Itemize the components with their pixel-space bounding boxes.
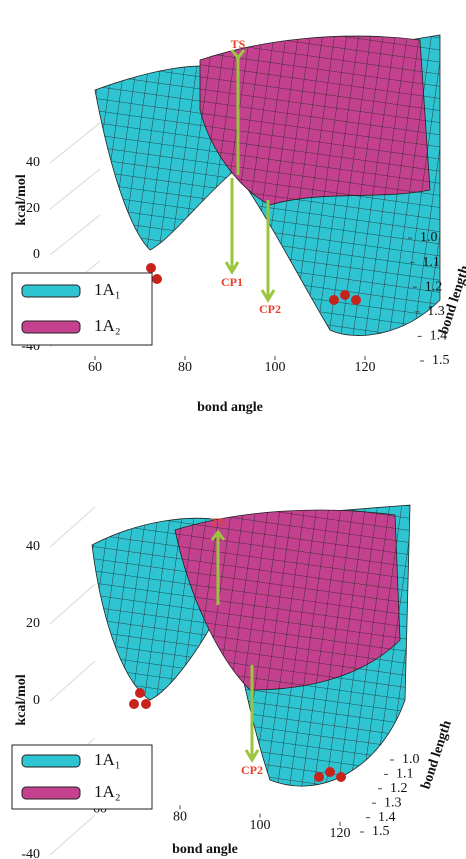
y-tick-label: 1.4 xyxy=(378,810,396,825)
legend-swatch xyxy=(21,320,81,334)
surface-mesh xyxy=(95,66,235,250)
legend-swatch xyxy=(21,754,81,768)
legend-label: 1A₂ xyxy=(94,316,121,335)
annotation: CP2 xyxy=(241,763,263,777)
x-tick-label: 80 xyxy=(173,810,187,825)
z-tick-label: 0 xyxy=(33,247,40,262)
legend-swatch xyxy=(21,786,81,800)
x-axis-label: bond angle xyxy=(197,400,263,415)
z-axis-label: kcal/mol xyxy=(14,674,29,725)
grid-line xyxy=(49,214,101,256)
z-tick-label: 40 xyxy=(26,155,40,170)
z-tick-label: 20 xyxy=(26,616,40,631)
y-axis-label: bond length xyxy=(419,719,455,792)
x-axis-label: bond angle xyxy=(172,842,238,857)
grid-line xyxy=(49,660,96,702)
y-tick-label: 1.3 xyxy=(384,795,402,810)
annotation: CP2 xyxy=(259,302,281,316)
grid-line xyxy=(49,122,101,164)
annotation: CP1 xyxy=(221,275,243,289)
y-tick-label: 1.0 xyxy=(420,230,438,245)
grid-line xyxy=(49,814,96,856)
x-tick-label: 120 xyxy=(355,360,376,375)
legend-box xyxy=(11,272,153,346)
grid-line xyxy=(49,583,96,625)
y-tick-label: 1.0 xyxy=(402,752,420,767)
surfaces xyxy=(91,504,411,787)
x-tick-label: 100 xyxy=(250,818,271,833)
grid-line xyxy=(49,168,101,210)
grid-line xyxy=(49,506,96,548)
z-tick-label: -40 xyxy=(21,847,40,859)
arrows xyxy=(210,49,276,763)
y-axis-label: bond length xyxy=(437,264,466,337)
z-tick-label: 0 xyxy=(33,693,40,708)
legend-label: 1A₂ xyxy=(94,782,121,801)
y-tick-label: 1.4 xyxy=(430,329,448,344)
y-tick-label: 1.5 xyxy=(432,353,450,368)
surfaces xyxy=(94,34,441,336)
x-tick-label: 60 xyxy=(88,360,102,375)
z-tick-label: 40 xyxy=(26,539,40,554)
y-tick-label: 1.1 xyxy=(422,255,440,270)
surface-mesh xyxy=(200,36,430,205)
legend-label: 1A₁ xyxy=(94,750,121,769)
y-tick-label: 1.2 xyxy=(425,279,443,294)
annotation: TS xyxy=(211,515,226,529)
x-tick-label: 80 xyxy=(178,360,192,375)
x-tick-label: 120 xyxy=(330,826,351,841)
y-tick-label: 1.1 xyxy=(396,767,414,782)
y-tick-label: 1.2 xyxy=(390,781,408,796)
y-tick-label: 1.3 xyxy=(427,304,445,319)
annotation: TS xyxy=(231,37,246,51)
y-tick-label: 1.5 xyxy=(372,824,390,839)
legend-label: 1A₁ xyxy=(94,280,121,299)
z-axis-label: kcal/mol xyxy=(14,174,29,225)
legend-swatch xyxy=(21,284,81,298)
z-tick-label: 20 xyxy=(26,201,40,216)
x-tick-label: 100 xyxy=(265,360,286,375)
surface-mesh xyxy=(175,510,400,690)
